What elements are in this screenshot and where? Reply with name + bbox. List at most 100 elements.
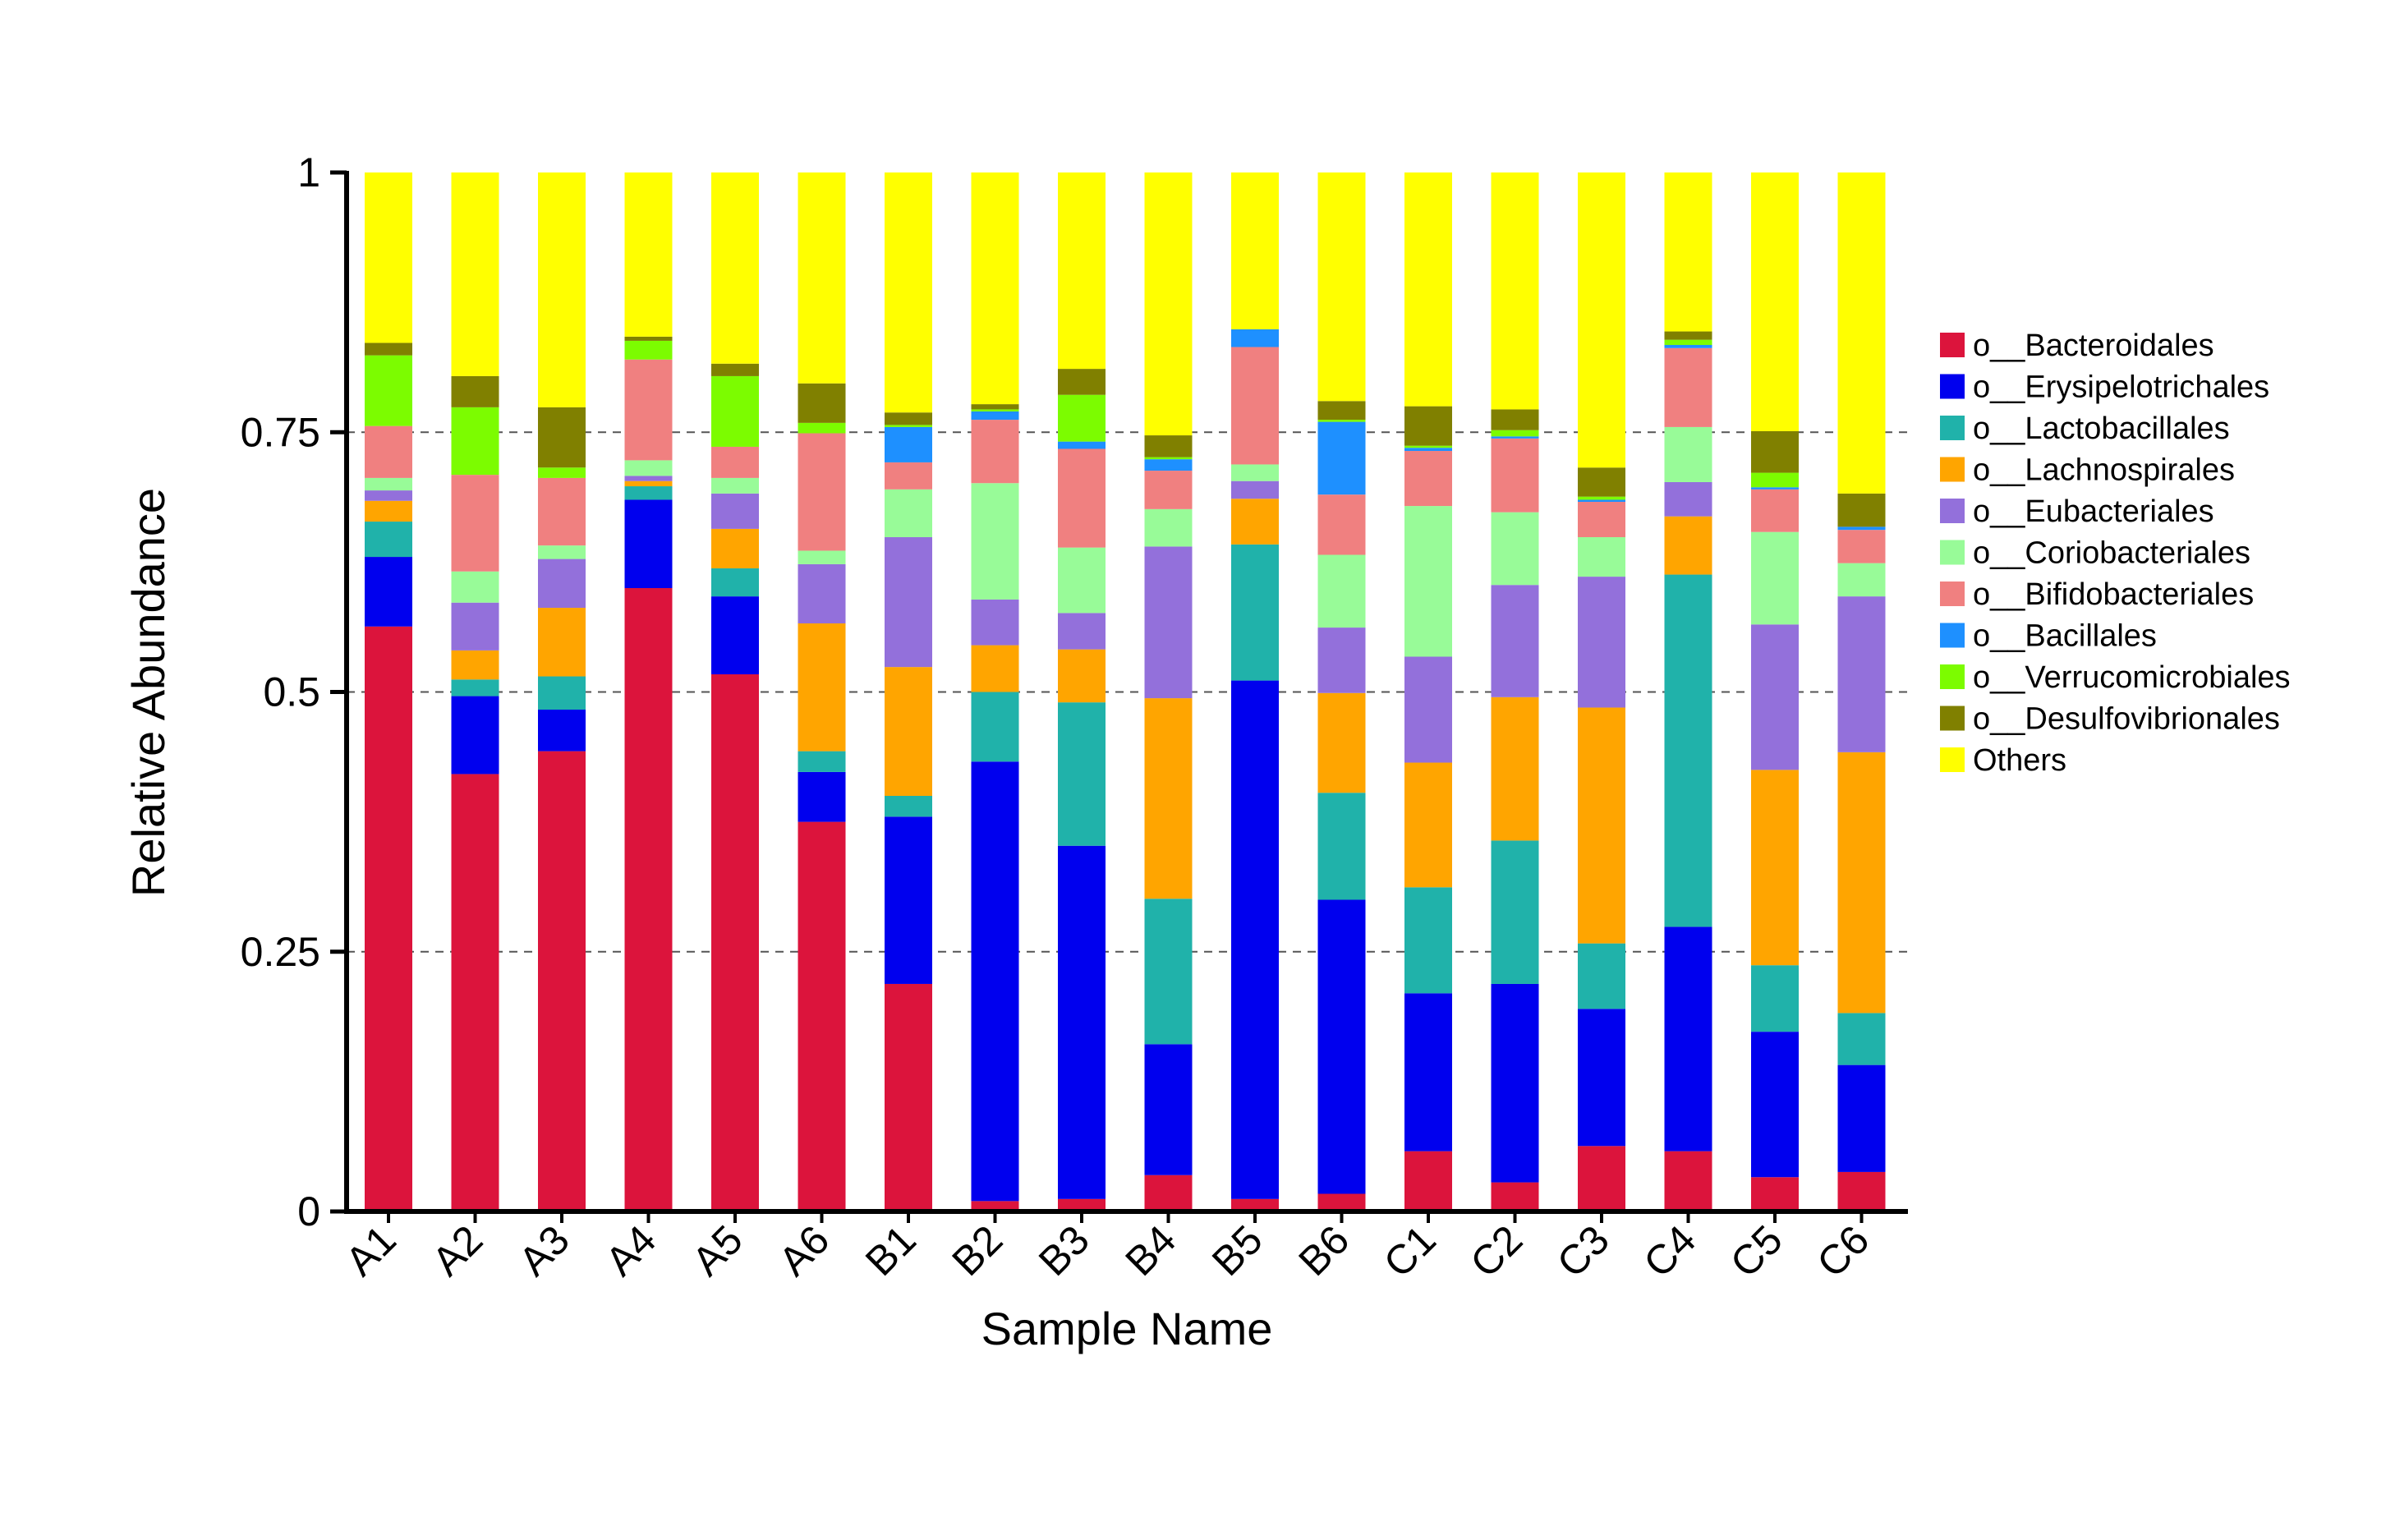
- bar-B4-Bacillales: [1144, 459, 1193, 471]
- bar-A6-Eubacteriales: [798, 563, 846, 624]
- bar-A3-Coriobacteriales: [538, 545, 586, 559]
- bar-B2-Erysipelotrichales: [971, 761, 1019, 1202]
- x-axis-title: Sample Name: [981, 1303, 1273, 1354]
- bar-A3-Erysipelotrichales: [538, 710, 586, 752]
- bar-A3-Lactobacillales: [538, 676, 586, 710]
- legend-swatch: [1940, 582, 1965, 606]
- bar-B2-Desulfovibrionales: [971, 404, 1019, 410]
- bar-A4-Erysipelotrichales: [624, 499, 673, 588]
- bar-B4-Lactobacillales: [1144, 899, 1193, 1045]
- bar-C4-Lachnospirales: [1664, 516, 1712, 575]
- y-tick-label: 0.5: [263, 669, 320, 715]
- bar-A2-Bacteroidales: [451, 774, 499, 1211]
- bar-A3-Others: [538, 172, 586, 407]
- bar-B5-Bifidobacteriales: [1231, 347, 1279, 465]
- bar-C3-Lactobacillales: [1578, 943, 1625, 1009]
- bar-A3-Verrucomicrobiales: [538, 467, 586, 478]
- y-tick-labels: 0 0.25 0.5 0.75 1: [241, 149, 320, 1234]
- bar-B2-Bacteroidales: [971, 1201, 1019, 1211]
- bar-C3-Desulfovibrionales: [1578, 467, 1625, 497]
- bar-A5-Erysipelotrichales: [711, 596, 759, 674]
- bar-A4-Verrucomicrobiales: [624, 340, 673, 360]
- bar-C5-Desulfovibrionales: [1751, 430, 1799, 473]
- bar-C2-Bifidobacteriales: [1491, 438, 1539, 513]
- bar-A6-Others: [798, 172, 846, 384]
- bar-B4-Erysipelotrichales: [1144, 1044, 1193, 1175]
- x-tick-label-A1: A1: [337, 1216, 405, 1285]
- bar-A5-Bacteroidales: [711, 673, 759, 1211]
- x-tick-label-B4: B4: [1116, 1216, 1184, 1285]
- legend-swatch: [1940, 457, 1965, 482]
- bar-C3-Lachnospirales: [1578, 707, 1625, 944]
- bar-A2-Bifidobacteriales: [451, 475, 499, 572]
- bar-C1-Lactobacillales: [1404, 887, 1452, 994]
- bar-B5-Lactobacillales: [1231, 544, 1279, 681]
- bar-B6-Others: [1317, 172, 1366, 402]
- bar-B1-Bacillales: [885, 426, 932, 462]
- bar-A4-Bifidobacteriales: [624, 359, 673, 461]
- legend-swatch: [1940, 499, 1965, 523]
- bar-A4-Coriobacteriales: [624, 460, 673, 476]
- bar-B2-Others: [971, 172, 1019, 405]
- bar-C5-Coriobacteriales: [1751, 531, 1799, 625]
- bar-C5-Verrucomicrobiales: [1751, 472, 1799, 488]
- bar-A5-Lactobacillales: [711, 568, 759, 597]
- bar-B4-Verrucomicrobiales: [1144, 457, 1193, 460]
- bar-B6-Verrucomicrobiales: [1317, 420, 1366, 422]
- legend-label: o__Erysipelotrichales: [1973, 370, 2269, 405]
- bar-B5-Eubacteriales: [1231, 480, 1279, 499]
- bar-A5-Bifidobacteriales: [711, 446, 759, 478]
- bar-C6-Eubacteriales: [1837, 596, 1886, 752]
- bar-C5-Others: [1751, 172, 1799, 431]
- bar-B1-Coriobacteriales: [885, 489, 932, 538]
- bar-A1-Desulfovibrionales: [365, 342, 412, 356]
- bar-C5-Lachnospirales: [1751, 770, 1799, 966]
- bar-B4-Eubacteriales: [1144, 546, 1193, 699]
- bar-B5-Lachnospirales: [1231, 499, 1279, 545]
- bar-B1-Lachnospirales: [885, 667, 932, 796]
- bar-B4-Coriobacteriales: [1144, 508, 1193, 547]
- legend-swatch: [1940, 664, 1965, 689]
- bar-C1-Verrucomicrobiales: [1404, 445, 1452, 448]
- bar-B3-Eubacteriales: [1058, 613, 1106, 650]
- bar-A1-Bifidobacteriales: [365, 425, 412, 478]
- bar-A1-Lactobacillales: [365, 522, 412, 558]
- bar-A3-Eubacteriales: [538, 559, 586, 609]
- bar-C2-Erysipelotrichales: [1491, 983, 1539, 1183]
- legend-swatch: [1940, 747, 1965, 772]
- y-tick-label: 0.25: [241, 929, 320, 975]
- bar-C6-Desulfovibrionales: [1837, 493, 1886, 527]
- legend-label: o__Bifidobacteriales: [1973, 577, 2254, 612]
- bar-A5-Coriobacteriales: [711, 477, 759, 494]
- bar-B2-Coriobacteriales: [971, 483, 1019, 600]
- bar-A4-Bacteroidales: [624, 588, 673, 1211]
- bar-C3-Others: [1578, 172, 1625, 468]
- bar-B3-Coriobacteriales: [1058, 547, 1106, 614]
- bar-A3-Lachnospirales: [538, 608, 586, 677]
- legend-swatch: [1940, 333, 1965, 357]
- bar-C3-Bifidobacteriales: [1578, 502, 1625, 538]
- bar-B4-Bifidobacteriales: [1144, 471, 1193, 509]
- legend-swatch: [1940, 374, 1965, 399]
- legend-label: o__Bacillales: [1973, 619, 2157, 654]
- bar-B6-Bacteroidales: [1317, 1193, 1366, 1211]
- bar-A5-Others: [711, 172, 759, 364]
- legend: o__Bacteroidales o__Erysipelotrichales o__…: [1940, 329, 2291, 778]
- legend-label: o__Desulfovibrionales: [1973, 702, 2280, 737]
- bar-C4-Bacteroidales: [1664, 1151, 1712, 1211]
- x-tick-label-B5: B5: [1203, 1216, 1271, 1285]
- bar-A4-Others: [624, 172, 673, 337]
- bar-B4-Desulfovibrionales: [1144, 435, 1193, 457]
- bar-A2-Others: [451, 172, 499, 376]
- x-tick-label-A4: A4: [596, 1216, 664, 1285]
- bar-C3-Verrucomicrobiales: [1578, 496, 1625, 500]
- bar-C1-Coriobacteriales: [1404, 506, 1452, 657]
- x-tick-label-C6: C6: [1808, 1216, 1878, 1286]
- bar-B3-Lachnospirales: [1058, 649, 1106, 703]
- legend-label: o__Verrucomicrobiales: [1973, 660, 2291, 695]
- bar-A1-Lachnospirales: [365, 500, 412, 522]
- bar-B2-Bifidobacteriales: [971, 420, 1019, 484]
- bar-C2-Others: [1491, 172, 1539, 410]
- bar-A5-Desulfovibrionales: [711, 363, 759, 376]
- bar-B1-Erysipelotrichales: [885, 816, 932, 984]
